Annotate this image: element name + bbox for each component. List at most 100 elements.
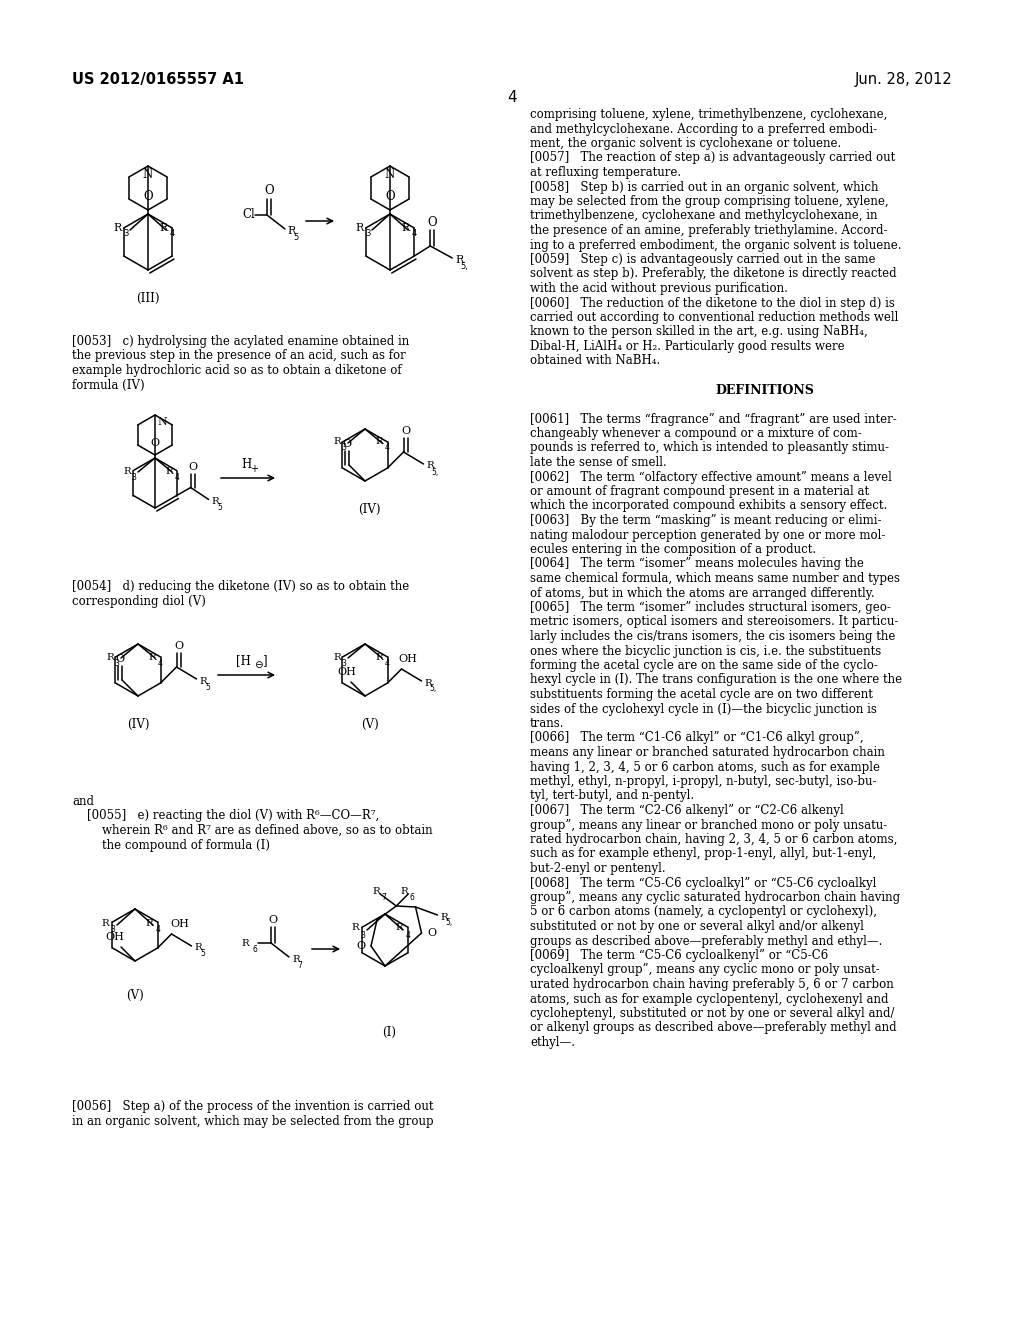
Text: O: O (151, 438, 160, 447)
Text: +: + (250, 465, 258, 474)
Text: O: O (116, 653, 125, 664)
Text: solvent as step b). Preferably, the diketone is directly reacted: solvent as step b). Preferably, the dike… (530, 268, 897, 281)
Text: R: R (292, 954, 300, 964)
Text: rated hydrocarbon chain, having 2, 3, 4, 5 or 6 carbon atoms,: rated hydrocarbon chain, having 2, 3, 4,… (530, 833, 897, 846)
Text: [0067]   The term “C2-C6 alkenyl” or “C2-C6 alkenyl: [0067] The term “C2-C6 alkenyl” or “C2-C… (530, 804, 844, 817)
Text: sides of the cyclohexyl cycle in (I)—the bicyclic junction is: sides of the cyclohexyl cycle in (I)—the… (530, 702, 877, 715)
Text: R: R (160, 223, 168, 234)
Text: atoms, such as for example cyclopentenyl, cyclohexenyl and: atoms, such as for example cyclopentenyl… (530, 993, 889, 1006)
Text: R: R (287, 226, 295, 236)
Text: formula (IV): formula (IV) (72, 379, 144, 392)
Text: (V): (V) (361, 718, 379, 731)
Text: [0063]   By the term “masking” is meant reducing or elimi-: [0063] By the term “masking” is meant re… (530, 513, 882, 527)
Text: and methylcyclohexane. According to a preferred embodi-: and methylcyclohexane. According to a pr… (530, 123, 878, 136)
Text: of atoms, but in which the atoms are arranged differently.: of atoms, but in which the atoms are arr… (530, 586, 874, 599)
Text: 5,: 5, (461, 263, 468, 272)
Text: R: R (356, 223, 365, 234)
Text: O: O (188, 462, 198, 471)
Text: 3: 3 (342, 444, 346, 453)
Text: 3: 3 (360, 931, 366, 940)
Text: O: O (268, 915, 278, 925)
Text: 7: 7 (382, 892, 387, 902)
Text: with the acid without previous purification.: with the acid without previous purificat… (530, 282, 787, 294)
Text: late the sense of smell.: late the sense of smell. (530, 455, 667, 469)
Text: 5: 5 (200, 949, 205, 958)
Text: US 2012/0165557 A1: US 2012/0165557 A1 (72, 73, 244, 87)
Text: carried out according to conventional reduction methods well: carried out according to conventional re… (530, 312, 898, 323)
Text: and: and (72, 795, 94, 808)
Text: O: O (356, 941, 366, 950)
Text: which the incorporated compound exhibits a sensory effect.: which the incorporated compound exhibits… (530, 499, 887, 512)
Text: 3: 3 (366, 230, 371, 239)
Text: R: R (375, 652, 383, 661)
Text: nating malodour perception generated by one or more mol-: nating malodour perception generated by … (530, 528, 886, 541)
Text: OH: OH (338, 667, 356, 677)
Text: 4: 4 (385, 659, 389, 668)
Text: OH: OH (105, 932, 125, 942)
Text: [0058]   Step b) is carried out in an organic solvent, which: [0058] Step b) is carried out in an orga… (530, 181, 879, 194)
Text: ⊖: ⊖ (254, 660, 262, 671)
Text: cycloalkenyl group”, means any cyclic mono or poly unsat-: cycloalkenyl group”, means any cyclic mo… (530, 964, 880, 977)
Text: R: R (440, 912, 449, 921)
Text: O: O (427, 216, 437, 230)
Text: 5: 5 (217, 503, 222, 512)
Text: O: O (427, 928, 436, 939)
Text: OH: OH (398, 653, 417, 664)
Text: N: N (385, 168, 395, 181)
Text: [0053]   c) hydrolysing the acylated enamine obtained in: [0053] c) hydrolysing the acylated enami… (72, 335, 410, 348)
Text: or amount of fragrant compound present in a material at: or amount of fragrant compound present i… (530, 484, 869, 498)
Text: [0056]   Step a) of the process of the invention is carried out: [0056] Step a) of the process of the inv… (72, 1100, 433, 1113)
Text: R: R (427, 462, 434, 470)
Text: [H: [H (236, 655, 251, 668)
Text: [0062]   The term “olfactory effective amount” means a level: [0062] The term “olfactory effective amo… (530, 470, 892, 483)
Text: (V): (V) (126, 989, 144, 1002)
Text: 5: 5 (293, 232, 299, 242)
Text: substituents forming the acetal cycle are on two different: substituents forming the acetal cycle ar… (530, 688, 872, 701)
Text: R: R (101, 919, 109, 928)
Text: means any linear or branched saturated hydrocarbon chain: means any linear or branched saturated h… (530, 746, 885, 759)
Text: R: R (106, 652, 114, 661)
Text: O: O (143, 190, 153, 203)
Text: H: H (241, 458, 251, 471)
Text: R: R (401, 223, 411, 234)
Text: or alkenyl groups as described above—preferably methyl and: or alkenyl groups as described above—pre… (530, 1022, 897, 1035)
Text: [0054]   d) reducing the diketone (IV) so as to obtain the: [0054] d) reducing the diketone (IV) so … (72, 579, 410, 593)
Text: R: R (425, 678, 432, 688)
Text: group”, means any linear or branched mono or poly unsatu-: group”, means any linear or branched mon… (530, 818, 887, 832)
Text: methyl, ethyl, n-propyl, i-propyl, n-butyl, sec-butyl, iso-bu-: methyl, ethyl, n-propyl, i-propyl, n-but… (530, 775, 877, 788)
Text: [0069]   The term “C5-C6 cycloalkenyl” or “C5-C6: [0069] The term “C5-C6 cycloalkenyl” or … (530, 949, 828, 962)
Text: trimethylbenzene, cyclohexane and methylcyclohexane, in: trimethylbenzene, cyclohexane and methyl… (530, 210, 878, 223)
Text: [0064]   The term “isomer” means molecules having the: [0064] The term “isomer” means molecules… (530, 557, 864, 570)
Text: R: R (148, 652, 156, 661)
Text: [0066]   The term “C1-C6 alkyl” or “C1-C6 alkyl group”,: [0066] The term “C1-C6 alkyl” or “C1-C6 … (530, 731, 863, 744)
Text: O: O (174, 642, 183, 651)
Text: comprising toluene, xylene, trimethylbenzene, cyclohexane,: comprising toluene, xylene, trimethylben… (530, 108, 888, 121)
Text: Dibal-H, LiAlH₄ or H₂. Particularly good results were: Dibal-H, LiAlH₄ or H₂. Particularly good… (530, 341, 845, 352)
Text: ]: ] (262, 655, 266, 668)
Text: 3: 3 (123, 230, 129, 239)
Text: same chemical formula, which means same number and types: same chemical formula, which means same … (530, 572, 900, 585)
Text: [0057]   The reaction of step a) is advantageously carried out: [0057] The reaction of step a) is advant… (530, 152, 895, 165)
Text: R: R (333, 652, 341, 661)
Text: R: R (200, 676, 207, 685)
Text: metric isomers, optical isomers and stereoisomers. It particu-: metric isomers, optical isomers and ster… (530, 615, 898, 628)
Text: may be selected from the group comprising toluene, xylene,: may be selected from the group comprisin… (530, 195, 889, 209)
Text: 4: 4 (158, 659, 163, 668)
Text: cycloheptenyl, substituted or not by one or several alkyl and/: cycloheptenyl, substituted or not by one… (530, 1007, 895, 1020)
Text: [0059]   Step c) is advantageously carried out in the same: [0059] Step c) is advantageously carried… (530, 253, 876, 267)
Text: larly includes the cis/trans isomers, the cis isomers being the: larly includes the cis/trans isomers, th… (530, 630, 895, 643)
Text: such as for example ethenyl, prop-1-enyl, allyl, but-1-enyl,: such as for example ethenyl, prop-1-enyl… (530, 847, 877, 861)
Text: example hydrochloric acid so as to obtain a diketone of: example hydrochloric acid so as to obtai… (72, 364, 401, 378)
Text: O: O (385, 190, 395, 203)
Text: obtained with NaBH₄.: obtained with NaBH₄. (530, 355, 660, 367)
Text: R: R (456, 255, 464, 265)
Text: 4: 4 (174, 473, 179, 482)
Text: the previous step in the presence of an acid, such as for: the previous step in the presence of an … (72, 350, 406, 363)
Text: 3: 3 (131, 473, 136, 482)
Text: 4: 4 (412, 230, 417, 239)
Text: (III): (III) (136, 292, 160, 305)
Text: 3: 3 (342, 659, 346, 668)
Text: in an organic solvent, which may be selected from the group: in an organic solvent, which may be sele… (72, 1114, 433, 1127)
Text: [0068]   The term “C5-C6 cycloalkyl” or “C5-C6 cycloalkyl: [0068] The term “C5-C6 cycloalkyl” or “C… (530, 876, 877, 890)
Text: R: R (400, 887, 409, 896)
